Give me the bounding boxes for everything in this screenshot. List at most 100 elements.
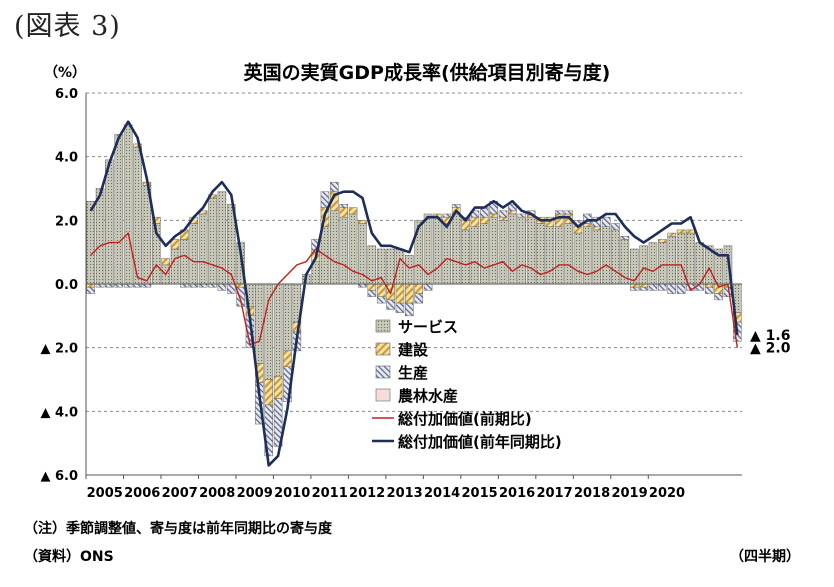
- bar: [470, 216, 480, 227]
- legend-swatch: [375, 365, 391, 379]
- bar: [545, 216, 555, 227]
- bar: [658, 283, 667, 291]
- bar: [480, 223, 489, 285]
- bar: [498, 210, 508, 218]
- y-tick-label: 6.0: [55, 87, 78, 102]
- bar: [489, 216, 498, 285]
- bar: [648, 242, 658, 285]
- bar: [489, 213, 498, 218]
- bar: [339, 204, 348, 208]
- bar: [714, 283, 723, 294]
- bar: [405, 255, 414, 285]
- bar: [348, 207, 358, 215]
- end-value-label: ▲ 2.0: [750, 341, 791, 357]
- legend-swatch: [375, 319, 391, 333]
- bar: [161, 258, 170, 266]
- bar: [554, 226, 564, 285]
- x-tick-label: 2020: [649, 486, 685, 501]
- x-tick-label: 2015: [462, 486, 498, 501]
- bar: [508, 210, 517, 215]
- bar: [629, 248, 639, 285]
- bar: [564, 210, 573, 215]
- bar: [339, 207, 348, 218]
- bar: [461, 229, 470, 285]
- x-tick-label: 2008: [199, 486, 235, 501]
- bar: [367, 290, 377, 297]
- bar: [86, 200, 95, 285]
- bar: [620, 236, 630, 240]
- bar: [451, 213, 461, 285]
- source-note: （資料）ONS: [24, 549, 114, 565]
- x-tick-label: 2016: [499, 486, 535, 501]
- bar: [517, 213, 527, 218]
- bar: [395, 302, 405, 313]
- bar: [170, 248, 180, 285]
- y-tick-label: 2.0: [55, 214, 78, 229]
- bar: [564, 223, 573, 285]
- x-tick-label: 2014: [424, 486, 460, 501]
- bar: [133, 143, 142, 148]
- bar: [189, 223, 199, 285]
- bar: [592, 216, 602, 227]
- bar: [442, 223, 452, 285]
- bar: [264, 379, 274, 406]
- bar: [676, 232, 686, 285]
- legend-label: 総付加価値(前年同期比): [398, 433, 562, 451]
- bar: [554, 213, 564, 227]
- unit-label: （%）: [44, 65, 87, 81]
- x-tick-label: 2010: [274, 486, 310, 501]
- bar: [198, 213, 208, 285]
- footnote: （注）季節調整値、寄与度は前年同期比の寄与度: [24, 521, 332, 537]
- bar: [629, 286, 639, 291]
- y-tick-label: ▲ 4.0: [40, 405, 78, 420]
- bar: [498, 220, 508, 285]
- legend-label: 生産: [398, 364, 428, 382]
- period-label: （四半期）: [730, 549, 800, 565]
- bar: [283, 283, 292, 352]
- bar: [517, 216, 527, 285]
- bar: [405, 283, 414, 304]
- y-tick-label: ▲ 2.0: [40, 342, 78, 357]
- legend-label: 総付加価値(前期比): [398, 410, 532, 428]
- bar: [480, 216, 489, 224]
- bar: [236, 286, 245, 307]
- bar: [386, 299, 395, 310]
- bar: [658, 239, 667, 243]
- bar: [423, 283, 433, 291]
- bar: [320, 191, 330, 208]
- bar: [433, 216, 442, 285]
- bar: [273, 376, 283, 399]
- bar: [86, 286, 95, 294]
- bar: [208, 197, 217, 285]
- bar: [152, 216, 161, 224]
- bar: [648, 283, 658, 291]
- bar: [283, 350, 292, 368]
- bar: [601, 226, 611, 285]
- bar: [583, 213, 592, 224]
- bar: [414, 283, 423, 294]
- y-tick-label: 4.0: [55, 151, 78, 166]
- bar: [226, 283, 236, 294]
- bar: [639, 245, 648, 285]
- bar: [461, 220, 470, 231]
- bar: [554, 210, 564, 215]
- bar: [470, 226, 480, 285]
- bar: [592, 226, 602, 231]
- x-tick-label: 2007: [162, 486, 198, 501]
- bar: [695, 283, 705, 291]
- bar: [526, 216, 536, 285]
- y-tick-label: ▲ 6.0: [40, 469, 78, 484]
- x-tick-label: 2009: [237, 486, 273, 501]
- bar: [330, 181, 339, 192]
- bar: [686, 232, 695, 285]
- legend-label: 建設: [398, 341, 429, 359]
- bar: [255, 283, 264, 364]
- bar: [348, 213, 358, 285]
- figure-label: (図表 3): [14, 11, 121, 42]
- bar: [667, 232, 676, 237]
- chart-title: 英国の実質GDP成長率(供給項目別寄与度): [243, 62, 611, 84]
- bar: [667, 236, 676, 285]
- bar: [583, 223, 592, 227]
- bar: [611, 229, 620, 285]
